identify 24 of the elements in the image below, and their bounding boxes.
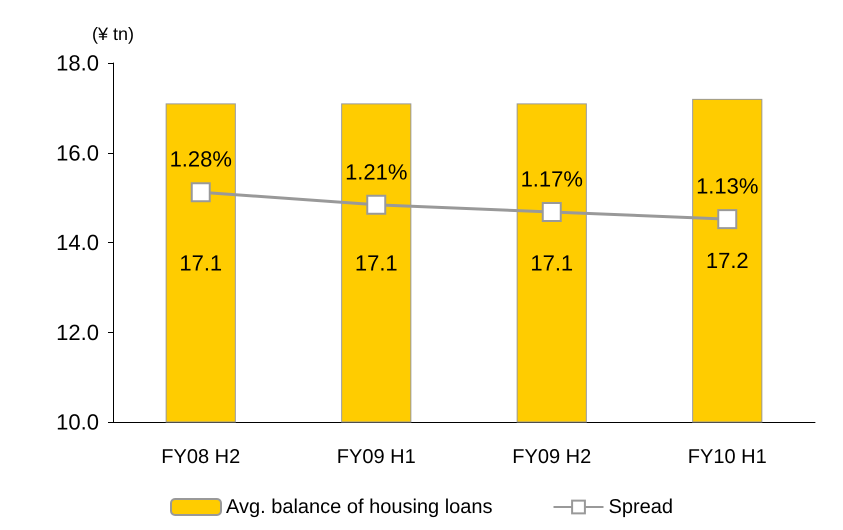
x-tick-label: FY09 H1 bbox=[336, 446, 416, 468]
x-tick-label: FY08 H2 bbox=[161, 446, 240, 468]
x-tick-label: FY09 H2 bbox=[512, 446, 592, 468]
point bbox=[717, 209, 738, 230]
data-label: 1.21% bbox=[345, 159, 408, 184]
y-axis-title: (¥ tn) bbox=[92, 24, 134, 44]
point bbox=[542, 202, 562, 222]
y-tick-label: 18.0 bbox=[56, 50, 99, 76]
data-label: 17.1 bbox=[530, 250, 574, 276]
point bbox=[190, 182, 211, 202]
point bbox=[366, 194, 386, 215]
y-tick-label: 14.0 bbox=[56, 230, 99, 255]
data-label: 17.1 bbox=[354, 250, 398, 276]
legend-label: Avg. balance of housing loans bbox=[226, 496, 493, 518]
y-tick-label: 12.0 bbox=[56, 320, 99, 345]
y-tick-label: 16.0 bbox=[56, 140, 99, 166]
data-label: 17.1 bbox=[179, 250, 222, 276]
legend-label: Spread bbox=[608, 496, 673, 518]
data-label: 1.17% bbox=[520, 166, 583, 192]
y-tick-label: 10.0 bbox=[56, 410, 99, 434]
data-label: 1.28% bbox=[170, 146, 232, 172]
data-label: 1.13% bbox=[696, 174, 758, 199]
data-label: 17.2 bbox=[706, 248, 749, 274]
x-tick-label: FY10 H1 bbox=[688, 446, 767, 468]
